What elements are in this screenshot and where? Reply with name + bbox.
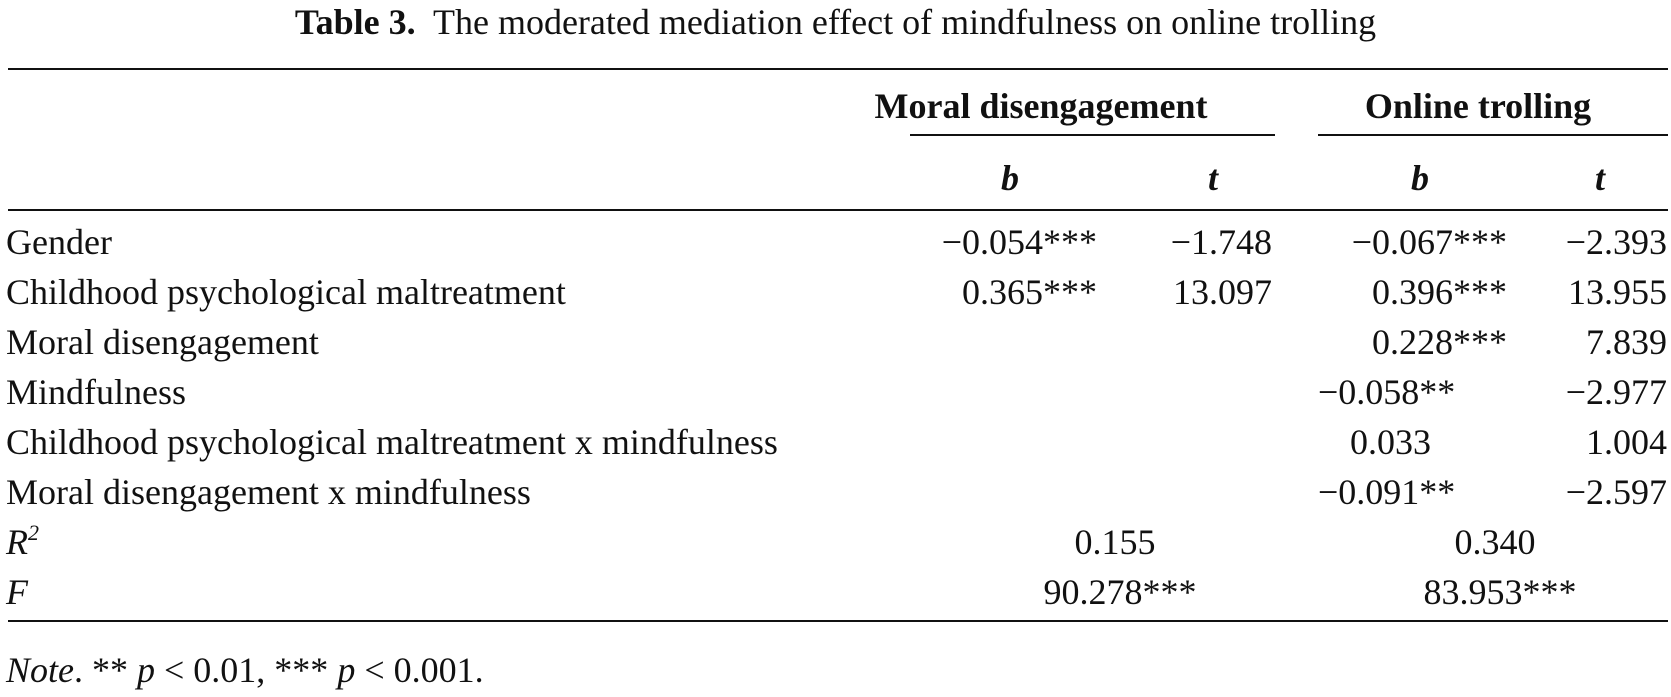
row-label: Mindfulness bbox=[6, 372, 186, 412]
cell-ot-b: 0.396*** bbox=[1372, 272, 1507, 312]
cell-ot-t: 7.839 bbox=[1586, 322, 1667, 362]
table-row: Moral disengagement 0.228*** 7.839 bbox=[0, 317, 1671, 367]
col-head-ot-t: t bbox=[1594, 158, 1605, 198]
r-squared-symbol: R bbox=[6, 522, 28, 562]
group-header-moral-disengagement: Moral disengagement bbox=[874, 86, 1208, 126]
cell-ot-t: −2.977 bbox=[1565, 372, 1667, 412]
col-head-md-t: t bbox=[1207, 158, 1218, 198]
cell-ot-b: −0.091** bbox=[1318, 472, 1456, 512]
top-rule bbox=[8, 68, 1668, 70]
table-caption-text: The moderated mediation effect of mindfu… bbox=[432, 2, 1377, 42]
table-note: Note. ** p < 0.01, *** p < 0.001. bbox=[6, 648, 484, 692]
table-row-r-squared: R2 0.155 0.340 bbox=[0, 517, 1671, 567]
bottom-rule bbox=[8, 620, 1668, 622]
cell-md-r-squared: 0.155 bbox=[1074, 522, 1156, 562]
cell-ot-t: −2.597 bbox=[1565, 472, 1667, 512]
note-label: Note bbox=[6, 650, 74, 690]
cell-ot-b: 0.228*** bbox=[1372, 322, 1507, 362]
cell-md-t: −1.748 bbox=[1170, 222, 1272, 262]
cell-md-t: 13.097 bbox=[1173, 272, 1272, 312]
note-threshold-2: < 0.001. bbox=[355, 650, 484, 690]
cell-ot-b: −0.067*** bbox=[1351, 222, 1507, 262]
note-text: . ** bbox=[74, 650, 137, 690]
cell-ot-b: 0.033 bbox=[1350, 422, 1431, 462]
group-header-online-trolling: Online trolling bbox=[1364, 86, 1592, 126]
row-label-f: F bbox=[6, 572, 28, 612]
header-rule bbox=[8, 209, 1668, 211]
col-head-ot-b: b bbox=[1411, 158, 1429, 198]
table-row: Moral disengagement x mindfulness −0.091… bbox=[0, 467, 1671, 517]
cell-ot-b: −0.058** bbox=[1318, 372, 1456, 412]
note-p-symbol-1: p bbox=[137, 650, 155, 690]
row-label: Moral disengagement x mindfulness bbox=[6, 472, 531, 512]
cell-ot-t: 13.955 bbox=[1568, 272, 1667, 312]
table-row: Mindfulness −0.058** −2.977 bbox=[0, 367, 1671, 417]
note-p-symbol-2: p bbox=[337, 650, 356, 690]
cell-ot-t: 1.004 bbox=[1586, 422, 1667, 462]
cell-ot-t: −2.393 bbox=[1565, 222, 1667, 262]
table-row: Gender −0.054*** −1.748 −0.067*** −2.393 bbox=[0, 217, 1671, 267]
table-row: Childhood psychological maltreatment x m… bbox=[0, 417, 1671, 467]
cell-md-b: 0.365*** bbox=[962, 272, 1097, 312]
table-caption: Table 3. The moderated mediation effect … bbox=[0, 0, 1671, 44]
row-label: Childhood psychological maltreatment bbox=[6, 272, 566, 312]
group-underline-moral-disengagement bbox=[910, 134, 1275, 136]
table-row: Childhood psychological maltreatment 0.3… bbox=[0, 267, 1671, 317]
r-squared-superscript: 2 bbox=[28, 520, 39, 545]
col-head-md-b: b bbox=[1001, 158, 1019, 198]
cell-ot-f: 83.953*** bbox=[1423, 572, 1577, 612]
row-label: Moral disengagement bbox=[6, 322, 319, 362]
cell-md-b: −0.054*** bbox=[941, 222, 1097, 262]
note-threshold-1: < 0.01, *** bbox=[155, 650, 338, 690]
cell-ot-r-squared: 0.340 bbox=[1454, 522, 1536, 562]
cell-md-f: 90.278*** bbox=[1043, 572, 1197, 612]
row-label: Gender bbox=[6, 222, 112, 262]
row-label: Childhood psychological maltreatment x m… bbox=[6, 422, 778, 462]
row-label-r-squared: R2 bbox=[6, 517, 39, 567]
table-row-f: F 90.278*** 83.953*** bbox=[0, 567, 1671, 617]
group-underline-online-trolling bbox=[1318, 134, 1668, 136]
table-caption-label: Table 3. bbox=[294, 2, 416, 42]
